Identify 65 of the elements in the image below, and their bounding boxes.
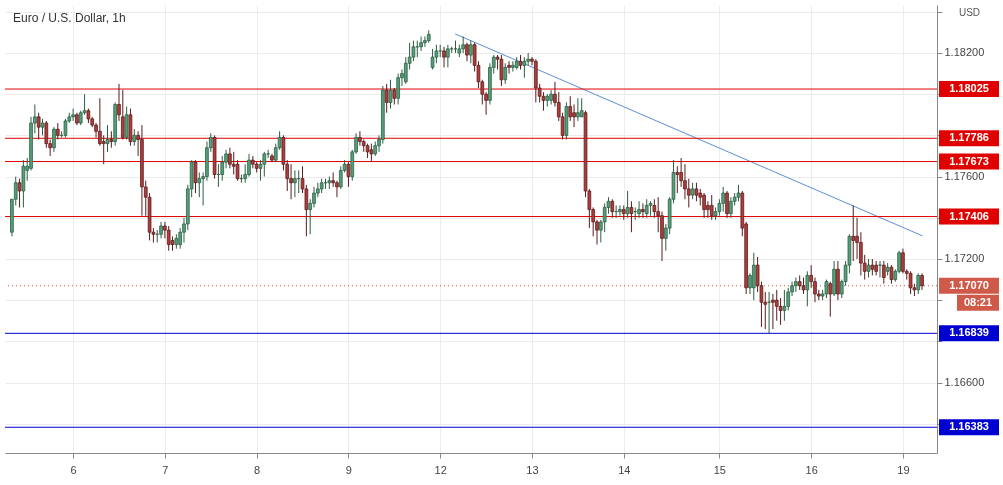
- candlestick: [771, 293, 775, 330]
- candlestick: [629, 200, 634, 233]
- candlestick: [851, 204, 856, 262]
- candlestick: [507, 60, 511, 75]
- x-tick-label: 8: [254, 463, 261, 476]
- candlestick: [878, 260, 882, 279]
- y-tick-label: 1.17600: [944, 170, 985, 183]
- x-tick-label: 13: [526, 463, 539, 476]
- candlestick: [293, 169, 297, 198]
- ref-line-label: 1.17406: [949, 209, 989, 222]
- candlestick: [430, 48, 435, 70]
- candlestick: [579, 97, 584, 118]
- candlestick: [725, 190, 729, 219]
- candlestick: [465, 42, 469, 62]
- text: 08:21: [963, 295, 993, 308]
- candlestick: [166, 225, 171, 252]
- candlestick: [729, 196, 733, 219]
- candlestick: [52, 126, 56, 153]
- candlestick: [503, 62, 508, 85]
- candlestick: [231, 151, 236, 176]
- y-tick-label: 1.18200: [944, 46, 985, 59]
- ref-line-label: 1.18025: [949, 82, 989, 95]
- candlestick: [193, 159, 198, 194]
- y-tick-label: 1.16600: [944, 376, 985, 389]
- candlestick: [882, 260, 886, 285]
- candlestick: [101, 134, 106, 165]
- candlestick: [828, 281, 833, 318]
- x-tick-label: 6: [70, 463, 77, 476]
- ref-line-label: 1.17673: [949, 154, 989, 167]
- y-axis-title: USD: [958, 6, 981, 18]
- candlestick: [549, 89, 553, 105]
- x-tick-label: 12: [434, 463, 447, 476]
- candlestick: [782, 289, 787, 322]
- candlestick: [709, 194, 714, 221]
- candlestick: [71, 108, 75, 122]
- x-tick-label: 19: [897, 463, 910, 476]
- candlestick: [289, 163, 293, 200]
- ref-line-label: 1.16383: [949, 420, 989, 433]
- candlestick: [702, 192, 706, 219]
- x-tick-label: 7: [162, 463, 169, 476]
- candlestick: [637, 200, 641, 219]
- candlestick: [794, 277, 798, 293]
- ref-line-label: 1.17070: [949, 278, 989, 291]
- candlestick: [721, 186, 725, 213]
- candlestick: [618, 204, 622, 217]
- text: Euro / U.S. Dollar, 1h: [13, 11, 126, 25]
- candlestick: [644, 198, 649, 219]
- candlestick: [675, 165, 680, 194]
- candlestick: [469, 40, 473, 64]
- candlestick: [446, 44, 450, 68]
- ref-line-label: 1.17786: [949, 131, 989, 144]
- x-tick-label: 15: [713, 463, 726, 476]
- candlestick: [752, 252, 756, 301]
- x-tick-label: 14: [618, 463, 631, 476]
- candlestick: [442, 46, 446, 68]
- candlestick: [572, 103, 576, 128]
- x-tick-label: 9: [345, 463, 352, 476]
- candlestick: [396, 73, 400, 105]
- y-tick-label: 1.17200: [944, 252, 985, 265]
- candlestick: [576, 97, 580, 122]
- x-tick-label: 16: [805, 463, 818, 476]
- candlestick: [641, 202, 645, 219]
- candlestick: [511, 60, 515, 73]
- candlestick: [262, 151, 267, 178]
- ref-line-label: 1.16839: [949, 326, 989, 339]
